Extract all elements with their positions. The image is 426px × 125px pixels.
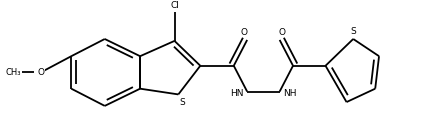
Text: Cl: Cl [170,1,179,10]
Text: O: O [37,68,44,77]
Text: CH₃: CH₃ [5,68,20,77]
Text: O: O [241,28,248,37]
Text: S: S [179,98,185,107]
Text: HN: HN [230,90,243,98]
Text: S: S [350,27,356,36]
Text: O: O [278,28,285,37]
Text: NH: NH [283,90,297,98]
